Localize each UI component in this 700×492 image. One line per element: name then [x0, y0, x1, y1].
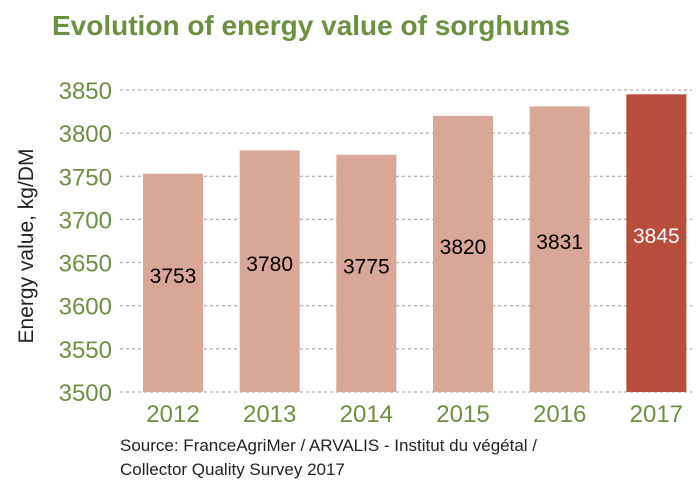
chart-title: Evolution of energy value of sorghums: [52, 10, 571, 41]
y-tick-label: 3750: [59, 164, 112, 191]
data-label: 3831: [536, 231, 583, 254]
x-tick-label: 2013: [243, 401, 296, 428]
data-label: 3753: [150, 265, 197, 288]
x-tick-label: 2015: [436, 401, 489, 428]
x-tick-label: 2012: [146, 401, 199, 428]
bar: [143, 173, 203, 392]
data-label: 3820: [440, 236, 487, 259]
data-label: 3780: [246, 253, 293, 276]
y-tick-label: 3550: [59, 337, 112, 364]
y-axis-label: Energy value, kg/DM: [15, 149, 38, 344]
x-tick-label: 2017: [630, 401, 683, 428]
x-tick-label: 2014: [340, 401, 393, 428]
y-tick-label: 3600: [59, 294, 112, 321]
y-tick-label: 3800: [59, 121, 112, 148]
bar: [433, 115, 493, 392]
y-tick-label: 3700: [59, 207, 112, 234]
y-tick-label: 3650: [59, 251, 112, 278]
y-tick-label: 3850: [59, 78, 112, 105]
data-label: 3775: [343, 255, 390, 278]
x-tick-label: 2016: [533, 401, 586, 428]
source-line-1: Source: FranceAgriMer / ARVALIS - Instit…: [120, 436, 538, 455]
source-line-2: Collector Quality Survey 2017: [120, 460, 345, 479]
bar: [239, 150, 300, 392]
bar: [529, 106, 590, 392]
data-label: 3845: [633, 225, 680, 248]
y-tick-label: 3500: [59, 380, 112, 407]
source-note: Source: FranceAgriMer / ARVALIS - Instit…: [120, 434, 537, 482]
bar: [626, 94, 687, 393]
bar: [336, 154, 397, 392]
